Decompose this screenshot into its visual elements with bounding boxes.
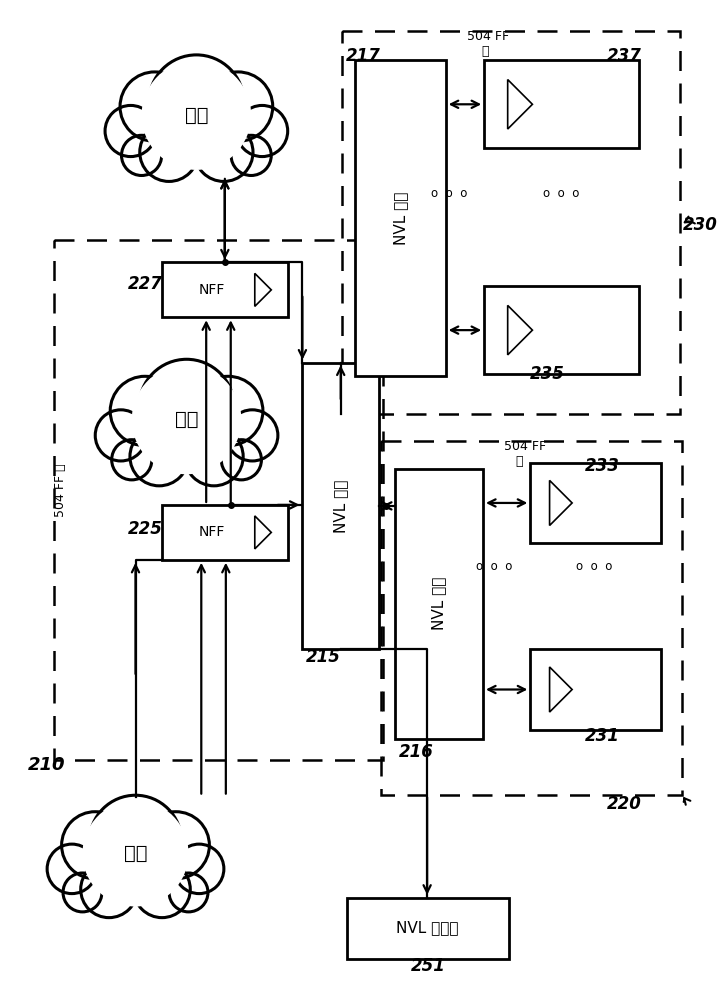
Circle shape [142,812,209,879]
Circle shape [110,376,180,446]
Text: NVL 阵列: NVL 阵列 [393,192,408,245]
Circle shape [221,440,262,480]
Circle shape [193,376,263,446]
Text: o  o  o: o o o [476,560,512,573]
Text: 231: 231 [585,727,620,745]
Circle shape [236,105,288,157]
Circle shape [132,365,242,474]
Text: 个: 个 [481,45,489,58]
Bar [530,463,661,543]
Text: NFF: NFF [199,525,226,539]
Text: 220: 220 [607,795,642,813]
Circle shape [141,60,251,170]
Bar [394,469,483,739]
Circle shape [130,427,188,486]
Circle shape [160,94,233,168]
Circle shape [231,135,271,175]
Bar [355,60,446,376]
Circle shape [81,861,137,918]
Text: 233: 233 [585,457,620,475]
Text: 217: 217 [345,47,381,65]
Text: NFF: NFF [199,283,226,297]
Text: 215: 215 [306,648,341,666]
Bar [347,898,508,959]
Text: 225: 225 [128,520,162,538]
Circle shape [150,399,223,472]
Circle shape [140,123,198,181]
Circle shape [203,72,273,141]
Circle shape [185,427,243,486]
Text: NVL 控制器: NVL 控制器 [397,921,459,936]
Text: 504 FF 云: 504 FF 云 [54,463,67,517]
Text: 逻辑: 逻辑 [124,844,147,863]
Circle shape [95,410,146,461]
Bar [54,240,383,760]
Circle shape [139,359,234,454]
Circle shape [63,873,102,912]
Text: 235: 235 [530,365,565,383]
Circle shape [133,861,190,918]
Circle shape [61,812,129,879]
Text: 504 FF: 504 FF [504,440,546,453]
Bar [342,31,681,414]
Text: 逻辑: 逻辑 [174,410,198,429]
Circle shape [82,800,188,907]
Bar [530,649,661,730]
Circle shape [105,105,156,157]
Circle shape [112,440,152,480]
Text: o  o  o: o o o [430,187,467,200]
Text: 227: 227 [128,275,162,293]
Text: o  o  o: o o o [576,560,612,573]
Text: 216: 216 [399,743,433,761]
Text: 251: 251 [410,957,446,975]
Text: 230: 230 [682,216,717,234]
Text: 504 FF: 504 FF [467,30,510,43]
Circle shape [174,844,224,894]
Bar [162,262,288,317]
Bar [484,60,640,148]
Text: NVL 阵列: NVL 阵列 [431,577,446,630]
Text: 逻辑: 逻辑 [185,106,208,125]
Circle shape [89,795,182,887]
Text: NVL 阵列: NVL 阵列 [333,479,348,533]
Bar [381,441,682,795]
Circle shape [100,834,171,904]
Text: o  o  o: o o o [544,187,580,200]
Text: 210: 210 [27,756,65,774]
Circle shape [169,873,208,912]
Text: 个: 个 [516,455,523,468]
Bar [484,286,640,374]
Text: 237: 237 [607,47,642,65]
Circle shape [226,410,278,461]
Circle shape [122,135,162,175]
Circle shape [47,844,97,894]
Circle shape [195,123,253,181]
Bar [302,363,379,649]
Circle shape [120,72,190,141]
Circle shape [149,55,244,150]
Bar [162,505,288,560]
